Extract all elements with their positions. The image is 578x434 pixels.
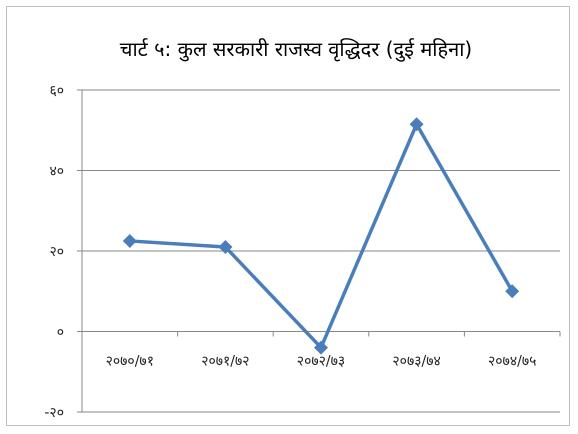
data-point [122,233,137,248]
y-tick-labels: -२० ० २० ४० ६० [44,83,64,421]
x-tick-label: २०७३/७४ [392,354,440,370]
chart-title: चार्ट ५: कुल सरकारी राजस्व वृद्धिदर (दुई… [120,37,472,62]
x-tick-label: २०७२/७३ [297,354,345,370]
y-tick-label: -२० [44,405,64,421]
x-tick-labels: २०७०/७१ २०७१/७२ २०७२/७३ २०७३/७४ २०७४/७५ [106,354,537,370]
chart-frame [6,6,570,426]
series-group [122,117,520,355]
y-tick-label: ६० [49,83,64,99]
data-point [314,340,328,355]
axes [77,89,561,413]
data-point [505,284,520,299]
data-point [218,239,233,254]
series-line [129,122,514,350]
y-tick-label: ४० [49,164,64,180]
data-point [409,117,424,132]
x-tick-label: २०७४/७५ [488,354,536,370]
gridlines [82,89,560,413]
x-tick-label: २०७०/७१ [106,354,154,370]
x-tick-label: २०७१/७२ [201,354,249,370]
y-tick-label: ० [57,325,64,341]
y-tick-label: २० [49,244,64,260]
